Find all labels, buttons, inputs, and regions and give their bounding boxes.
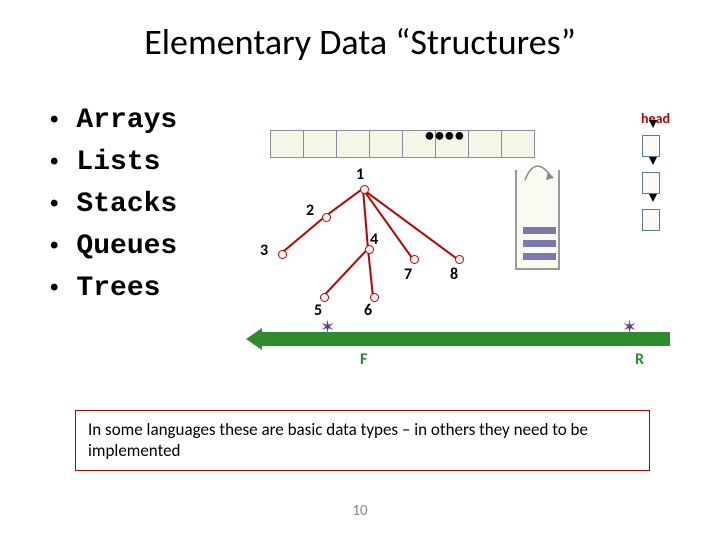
array-diagram	[270, 130, 534, 158]
tree-edge	[368, 249, 374, 297]
tree-node-label: 3	[260, 241, 268, 260]
diagram-area: •••• head 12345678 ✶ ✶ F R	[260, 110, 680, 350]
stack-item	[523, 240, 556, 247]
array-ellipsis: ••••	[425, 124, 465, 146]
list-node	[642, 172, 660, 194]
tree-node	[322, 213, 331, 222]
tree-node-label: 8	[450, 265, 458, 284]
bullet-lists: Lists	[50, 142, 177, 184]
queue-figure-rear-icon: ✶	[622, 316, 637, 338]
tree-edge	[325, 188, 364, 217]
bullet-trees: Trees	[50, 268, 177, 310]
tree-node-label: 4	[370, 230, 378, 249]
array-cell	[369, 130, 403, 158]
tree-node-label: 6	[364, 301, 372, 320]
tree-node	[360, 185, 369, 194]
page-title: Elementary Data “Structures”	[0, 0, 720, 64]
array-cell	[303, 130, 337, 158]
tree-node	[455, 255, 464, 264]
bullet-stacks: Stacks	[50, 184, 177, 226]
bullet-queues: Queues	[50, 226, 177, 268]
tree-node	[410, 255, 419, 264]
list-node	[642, 209, 660, 231]
tree-node-label: 2	[306, 201, 314, 220]
queue-figure-front-icon: ✶	[320, 316, 335, 338]
page-number: 10	[352, 502, 367, 520]
tree-edge	[323, 248, 369, 297]
list-arrow-icon	[649, 157, 657, 165]
tree-edge	[363, 189, 459, 260]
bullet-list: Arrays Lists Stacks Queues Trees	[50, 100, 177, 310]
array-cell	[336, 130, 370, 158]
array-cell	[270, 130, 304, 158]
list-node	[642, 135, 660, 157]
stack-arrow-icon	[520, 150, 570, 190]
list-arrow-icon	[649, 120, 657, 128]
list-arrow-icon	[649, 194, 657, 202]
stack-item	[523, 253, 556, 260]
tree-edge	[281, 216, 326, 254]
linked-list-diagram	[642, 135, 660, 246]
tree-node-label: 7	[404, 265, 412, 284]
queue-rear-label: R	[635, 350, 644, 369]
stack-item	[523, 227, 556, 234]
tree-node	[278, 250, 287, 259]
tree-node-label: 1	[356, 165, 364, 184]
queue-front-label: F	[360, 350, 367, 369]
array-cell	[468, 130, 502, 158]
bullet-arrays: Arrays	[50, 100, 177, 142]
note-box: In some languages these are basic data t…	[75, 410, 650, 471]
tree-diagram: 12345678	[240, 175, 490, 315]
